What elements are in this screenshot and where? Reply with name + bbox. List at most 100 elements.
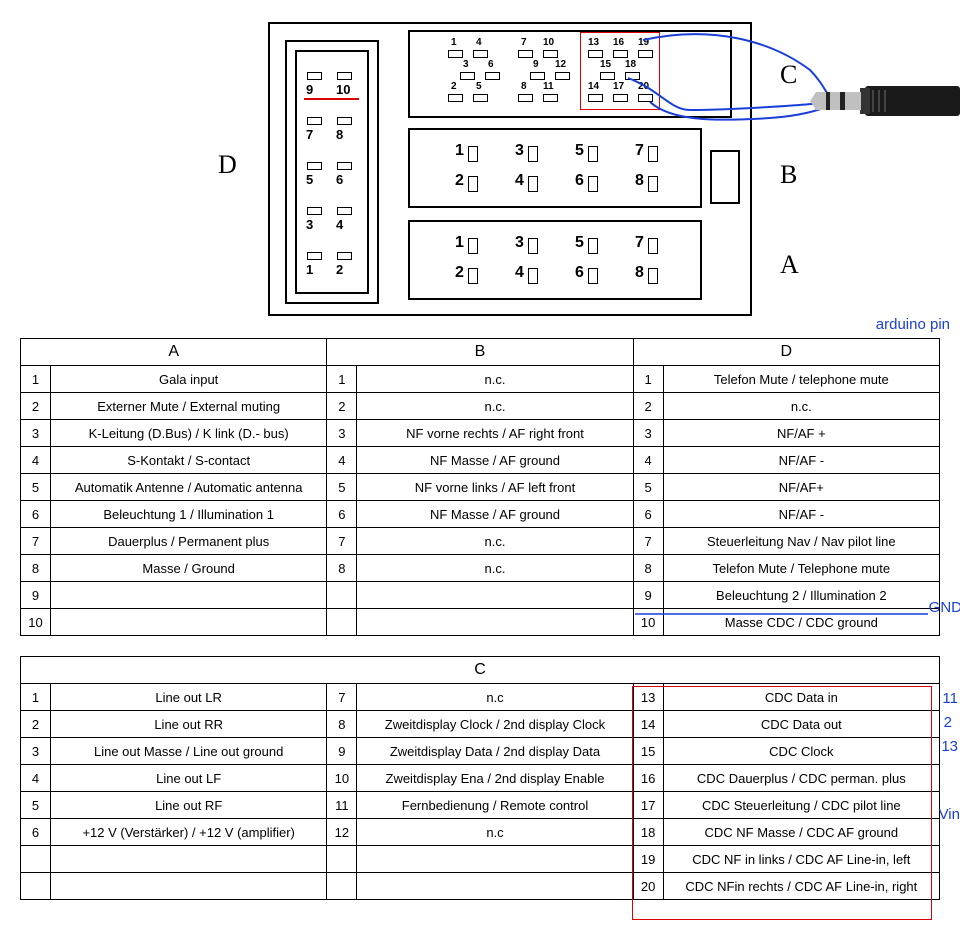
table-row: 2Externer Mute / External muting2n.c.2n.…: [21, 393, 940, 420]
table-cell: Beleuchtung 1 / Illumination 1: [51, 501, 327, 528]
table-cell: Line out RF: [51, 792, 327, 819]
table-cell: 9: [327, 738, 357, 765]
table-cell: 8: [327, 555, 357, 582]
table-row: 1Line out LR7n.c13CDC Data in: [21, 684, 940, 711]
table-cell: NF Masse / AF ground: [357, 447, 633, 474]
table-cell: NF/AF -: [663, 501, 939, 528]
table-cell: 7: [327, 528, 357, 555]
table-cell: NF vorne rechts / AF right front: [357, 420, 633, 447]
table-row: 5Automatik Antenne / Automatic antenna5N…: [21, 474, 940, 501]
table-cell: Line out LF: [51, 765, 327, 792]
table-cell: 15: [633, 738, 663, 765]
red-highlight-c: [580, 32, 660, 110]
table-cell: 2: [633, 393, 663, 420]
table-cell: Zweitdisplay Clock / 2nd display Clock: [357, 711, 633, 738]
table-row: 1010Masse CDC / CDC ground: [21, 609, 940, 636]
table-cell: 8: [327, 711, 357, 738]
table-cell: S-Kontakt / S-contact: [51, 447, 327, 474]
table-row: 8Masse / Ground8n.c.8Telefon Mute / Tele…: [21, 555, 940, 582]
table-cell: Gala input: [51, 366, 327, 393]
table-row: 6Beleuchtung 1 / Illumination 16NF Masse…: [21, 501, 940, 528]
table-abd-wrapper: arduino pin A B D 1Gala input1n.c.1Telef…: [10, 338, 950, 636]
table-cell: CDC NF Masse / CDC AF ground: [663, 819, 939, 846]
header-d: D: [633, 339, 939, 366]
header-b: B: [327, 339, 633, 366]
table-cell: Dauerplus / Permanent plus: [51, 528, 327, 555]
table-cell: 12: [327, 819, 357, 846]
table-row: 1Gala input1n.c.1Telefon Mute / telephon…: [21, 366, 940, 393]
table-cell: 9: [21, 582, 51, 609]
pin-d3: 3: [306, 217, 313, 232]
connector-a-block: [408, 220, 702, 300]
table-cell: 4: [327, 447, 357, 474]
pinout-table-abd: A B D 1Gala input1n.c.1Telefon Mute / te…: [20, 338, 940, 636]
table-cell: 10: [21, 609, 51, 636]
table-cell: [51, 873, 327, 900]
table-cell: [51, 609, 327, 636]
table-cell: 2: [327, 393, 357, 420]
table-row: 99Beleuchtung 2 / Illumination 2: [21, 582, 940, 609]
side-vin: Vin: [939, 806, 960, 823]
table-cell: [21, 846, 51, 873]
table-cell: 17: [633, 792, 663, 819]
table-row: 5Line out RF11Fernbedienung / Remote con…: [21, 792, 940, 819]
table-cell: 10: [633, 609, 663, 636]
connector-diagram: 9 10 7 8 5 6 3 4 1 2 1 4 7 10 13 16 19 3…: [10, 10, 950, 330]
pin-d7: 7: [306, 127, 313, 142]
pin-d6: 6: [336, 172, 343, 187]
gnd-label: GND: [929, 599, 960, 616]
table-cell: 16: [633, 765, 663, 792]
table-cell: n.c.: [357, 528, 633, 555]
table-cell: Zweitdisplay Data / 2nd display Data: [357, 738, 633, 765]
side-13: 13: [941, 738, 958, 755]
table-cell: 11: [327, 792, 357, 819]
table-cell: 2: [21, 711, 51, 738]
table-cell: [21, 873, 51, 900]
table-cell: 8: [633, 555, 663, 582]
pin-d5: 5: [306, 172, 313, 187]
connector-b-side: [710, 150, 740, 204]
table-cell: Line out RR: [51, 711, 327, 738]
table-cell: CDC Data in: [663, 684, 939, 711]
table-cell: [357, 846, 633, 873]
side-2: 2: [944, 714, 952, 731]
table-row: 20CDC NFin rechts / CDC AF Line-in, righ…: [21, 873, 940, 900]
table-cell: Beleuchtung 2 / Illumination 2: [663, 582, 939, 609]
table-cell: [327, 582, 357, 609]
table-row: 4Line out LF10Zweitdisplay Ena / 2nd dis…: [21, 765, 940, 792]
table-cell: 2: [21, 393, 51, 420]
table-cell: 4: [633, 447, 663, 474]
table-cell: +12 V (Verstärker) / +12 V (amplifier): [51, 819, 327, 846]
table-header-row: A B D: [21, 339, 940, 366]
table-cell: Automatik Antenne / Automatic antenna: [51, 474, 327, 501]
header-c: C: [21, 657, 940, 684]
table-cell: Fernbedienung / Remote control: [357, 792, 633, 819]
table-cell: Masse / Ground: [51, 555, 327, 582]
table-cell: Line out LR: [51, 684, 327, 711]
table-cell: 7: [327, 684, 357, 711]
connector-b-block: [408, 128, 702, 208]
table-cell: 6: [633, 501, 663, 528]
table-cell: [357, 609, 633, 636]
table-cell: n.c: [357, 819, 633, 846]
table-cell: CDC Steuerleitung / CDC pilot line: [663, 792, 939, 819]
table-cell: Telefon Mute / Telephone mute: [663, 555, 939, 582]
table-cell: 20: [633, 873, 663, 900]
side-11: 11: [942, 690, 958, 707]
table-cell: [327, 846, 357, 873]
pin-d4: 4: [336, 217, 343, 232]
table-cell: Line out Masse / Line out ground: [51, 738, 327, 765]
table-c-wrapper: C 1Line out LR7n.c13CDC Data in2Line out…: [10, 656, 950, 900]
table-cell: 7: [21, 528, 51, 555]
table-cell: 1: [327, 366, 357, 393]
table-cell: Externer Mute / External muting: [51, 393, 327, 420]
pin-d8: 8: [336, 127, 343, 142]
pin-d10: 10: [336, 82, 350, 97]
audio-jack-icon: [810, 78, 960, 128]
table-cell: CDC Dauerplus / CDC perman. plus: [663, 765, 939, 792]
table-cell: NF vorne links / AF left front: [357, 474, 633, 501]
table-row: 7Dauerplus / Permanent plus7n.c.7Steuerl…: [21, 528, 940, 555]
table-cell: 3: [633, 420, 663, 447]
table-cell: 6: [21, 501, 51, 528]
table-cell: 5: [21, 474, 51, 501]
